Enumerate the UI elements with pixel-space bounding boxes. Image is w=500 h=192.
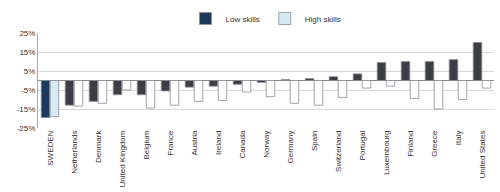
svg-text:15%: 15%	[19, 48, 35, 57]
svg-text:25%: 25%	[19, 29, 35, 38]
svg-text:United Kingdom: United Kingdom	[118, 130, 127, 187]
svg-text:Netherlands: Netherlands	[70, 131, 79, 174]
svg-text:High skills: High skills	[305, 15, 341, 24]
svg-text:5%: 5%	[24, 67, 36, 76]
svg-text:SWEDEN: SWEDEN	[46, 130, 55, 165]
svg-text:-15%: -15%	[17, 105, 36, 114]
svg-text:United States: United States	[478, 131, 487, 179]
svg-text:Greece: Greece	[430, 130, 439, 157]
svg-text:-5%: -5%	[21, 86, 35, 95]
svg-text:Canada: Canada	[238, 130, 247, 159]
svg-text:Italy: Italy	[454, 131, 463, 146]
svg-text:Luxembourg: Luxembourg	[382, 131, 391, 175]
svg-text:Denmark: Denmark	[94, 130, 103, 163]
svg-text:Germany: Germany	[286, 131, 295, 164]
svg-text:Switzerland: Switzerland	[334, 131, 343, 172]
svg-text:Finland: Finland	[406, 131, 415, 157]
svg-text:Ireland: Ireland	[214, 131, 223, 155]
svg-text:Norway: Norway	[262, 131, 271, 158]
svg-text:France: France	[166, 130, 175, 155]
svg-text:Austria: Austria	[190, 130, 199, 155]
svg-text:-25%: -25%	[17, 124, 36, 133]
svg-text:Low skills: Low skills	[226, 15, 260, 24]
svg-text:Belgium: Belgium	[142, 130, 151, 159]
svg-text:Portugal: Portugal	[358, 130, 367, 160]
svg-text:Spain: Spain	[310, 131, 319, 151]
